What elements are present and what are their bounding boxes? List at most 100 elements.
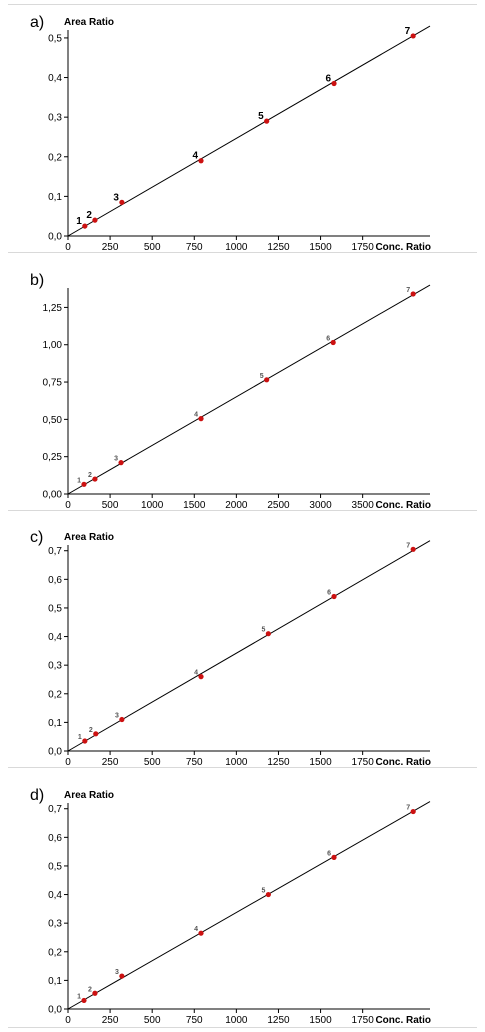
y-tick-label: 0,25: [43, 452, 63, 463]
y-axis-title: Area Ratio: [64, 17, 114, 28]
point-label: 1: [77, 993, 81, 1000]
data-point: [92, 990, 98, 996]
chart-panel-b: b) 0,00 0,25 0,50 0,75 1,00 1,25 0 500 1000 1500 2…: [0, 258, 485, 511]
point-label: 2: [89, 727, 93, 734]
data-point: [198, 930, 204, 936]
x-axis-title: Conc. Ratio: [375, 1015, 431, 1025]
point-label: 4: [194, 926, 198, 933]
calibration-line: [67, 540, 431, 752]
point-label: 1: [76, 216, 82, 227]
y-tick-label: 0,7: [48, 546, 62, 557]
x-tick-label: 1000: [141, 500, 164, 510]
data-point: [119, 716, 125, 723]
point-label: 5: [260, 373, 264, 380]
point-label: 2: [88, 472, 92, 479]
chart-d: 0,0 0,1 0,2 0,3 0,4 0,5 0,6 0,7 0 250 500 750 1000 12…: [48, 790, 431, 1026]
y-tick-label: 0,1: [48, 192, 62, 203]
point-label: 1: [77, 477, 81, 484]
y-tick-label: 0,50: [43, 415, 63, 426]
x-axis-title: Conc. Ratio: [375, 757, 431, 767]
data-point: [82, 223, 88, 229]
chart-panel-a: a) 0,0 0,1 0,2 0,3 0,4 0,5 0 250 500 750 1000 1250 1…: [0, 0, 485, 253]
point-label: 5: [261, 627, 265, 634]
x-tick-label: 3500: [352, 500, 375, 510]
data-point: [331, 80, 337, 87]
data-point: [410, 808, 416, 815]
point-label: 5: [261, 888, 265, 895]
x-tick-label: 0: [65, 242, 71, 252]
y-tick-label: 0,6: [48, 575, 62, 586]
y-tick-label: 0,7: [48, 804, 62, 815]
data-point: [93, 731, 99, 737]
x-tick-label: 0: [65, 1015, 71, 1025]
y-axis-title: Area Ratio: [64, 532, 114, 543]
point-label: 2: [86, 210, 92, 221]
data-point: [119, 973, 125, 979]
point-label: 3: [115, 969, 119, 976]
x-tick-label: 250: [102, 242, 119, 252]
x-tick-label: 1500: [309, 757, 332, 767]
y-tick-label: 1,00: [43, 340, 63, 351]
point-label: 4: [194, 670, 198, 677]
x-tick-label: 750: [186, 757, 203, 767]
x-tick-label: 1250: [267, 242, 290, 252]
x-tick-label: 2500: [267, 500, 290, 510]
data-point: [198, 674, 204, 680]
panel-letter-a: a): [30, 14, 45, 31]
y-tick-label: 0,2: [48, 689, 62, 700]
data-point: [92, 217, 98, 223]
point-label: 6: [327, 590, 331, 597]
x-tick-label: 1000: [225, 757, 248, 767]
x-tick-label: 1500: [183, 500, 206, 510]
point-label: 4: [194, 412, 198, 419]
y-tick-label: 0,6: [48, 833, 62, 844]
data-point: [331, 854, 337, 860]
x-tick-label: 750: [186, 1015, 203, 1025]
panel-letter-d: d): [30, 787, 45, 804]
x-tick-label: 1000: [225, 242, 248, 252]
x-tick-label: 250: [102, 1015, 119, 1025]
data-point: [264, 118, 270, 124]
calibration-line: [67, 284, 431, 495]
x-tick-label: 1750: [352, 242, 375, 252]
chart-c: 0,0 0,1 0,2 0,3 0,4 0,5 0,6 0,7 0 250 500 750 1000 12…: [48, 532, 431, 768]
x-tick-label: 1250: [267, 1015, 290, 1025]
data-point: [92, 476, 98, 482]
x-tick-label: 1750: [352, 1015, 375, 1025]
point-label: 3: [113, 192, 119, 203]
data-point: [410, 546, 416, 552]
data-point: [82, 738, 88, 744]
y-tick-label: 0,0: [48, 1005, 62, 1016]
data-point: [410, 291, 416, 297]
chart-a: 0,0 0,1 0,2 0,3 0,4 0,5 0 250 500 750 1000 1250 1500…: [48, 17, 431, 253]
x-tick-label: 1000: [225, 1015, 248, 1025]
y-tick-label: 0,1: [48, 976, 62, 987]
point-label: 1: [78, 734, 82, 741]
point-label: 6: [325, 73, 331, 84]
calibration-line: [67, 25, 431, 237]
y-axis-title: Area Ratio: [64, 790, 114, 801]
point-label: 5: [258, 111, 264, 122]
y-tick-label: 0,00: [43, 490, 63, 501]
point-label: 3: [114, 456, 118, 463]
y-tick-label: 0,3: [48, 661, 62, 672]
y-tick-label: 0,5: [48, 861, 62, 872]
y-tick-label: 0,3: [48, 113, 62, 124]
panel-letter-b: b): [30, 272, 45, 289]
point-label: 7: [406, 805, 410, 812]
data-point: [118, 460, 124, 466]
y-tick-label: 0,0: [48, 747, 62, 758]
point-label: 7: [405, 26, 411, 37]
point-label: 6: [327, 850, 331, 857]
y-tick-label: 0,4: [48, 890, 62, 901]
y-tick-label: 0,75: [43, 378, 63, 389]
x-tick-label: 250: [102, 757, 119, 767]
x-tick-label: 500: [102, 500, 119, 510]
x-tick-label: 750: [186, 242, 203, 252]
y-tick-label: 0,4: [48, 73, 62, 84]
data-point: [81, 481, 87, 487]
data-point: [81, 997, 87, 1004]
calibration-line: [67, 801, 431, 1010]
x-tick-label: 500: [144, 1015, 161, 1025]
y-tick-label: 0,2: [48, 947, 62, 958]
